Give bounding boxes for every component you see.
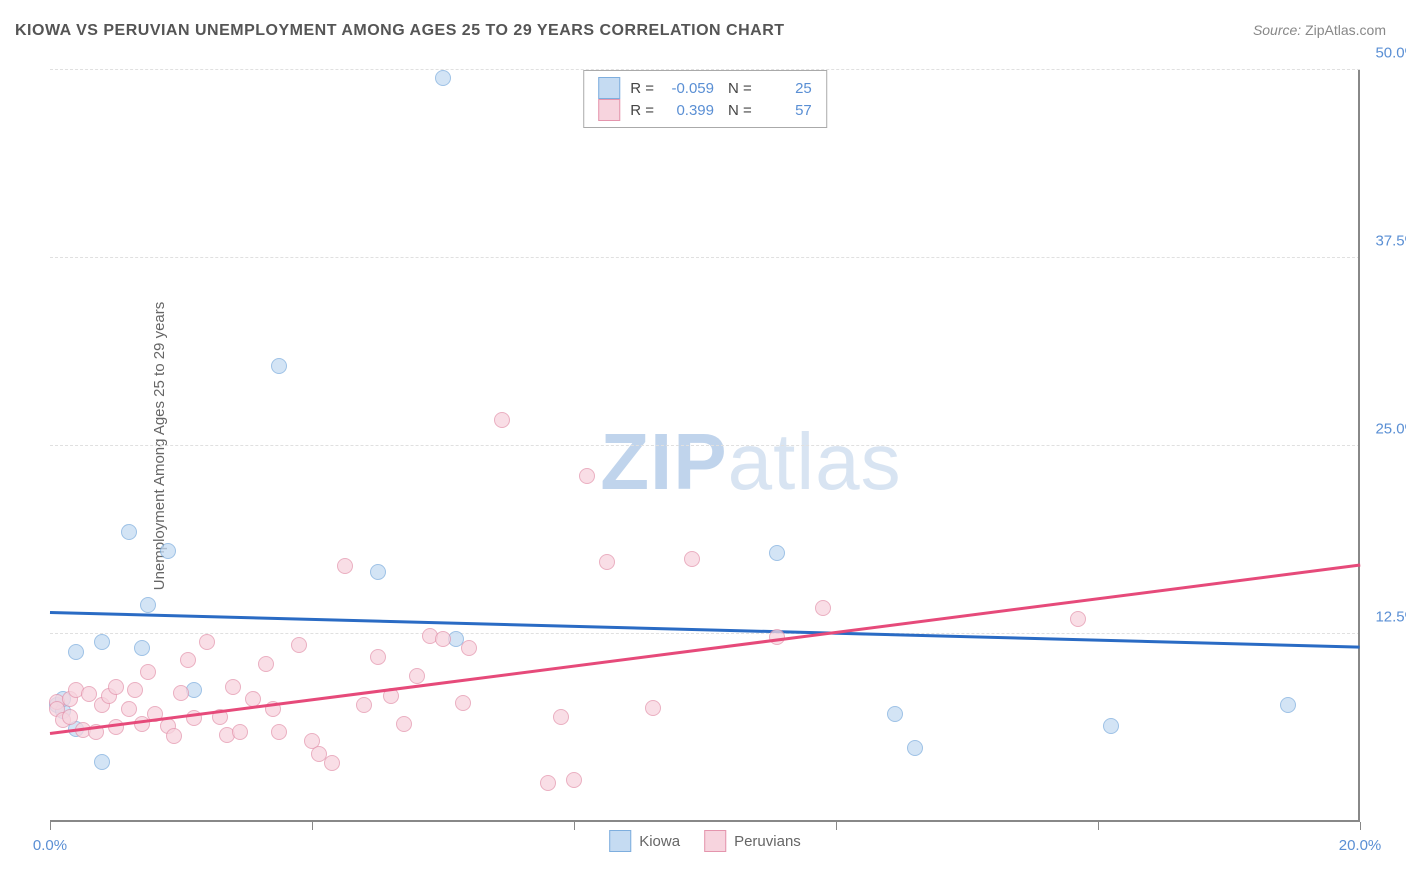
scatter-point-kiowa — [370, 564, 386, 580]
legend-stats-row: R = -0.059 N = 25 — [598, 77, 812, 99]
scatter-point-peruvians — [180, 652, 196, 668]
scatter-point-kiowa — [1280, 697, 1296, 713]
scatter-point-peruvians — [140, 664, 156, 680]
legend-series-label: Peruvians — [734, 833, 801, 850]
scatter-point-peruvians — [579, 468, 595, 484]
legend-r-label: R = — [630, 80, 654, 97]
legend-r-label: R = — [630, 102, 654, 119]
scatter-point-peruvians — [815, 600, 831, 616]
scatter-point-peruvians — [173, 685, 189, 701]
y-axis-line — [1358, 70, 1360, 822]
y-tick-label: 25.0% — [1375, 421, 1406, 438]
scatter-point-peruvians — [461, 640, 477, 656]
scatter-point-peruvians — [599, 554, 615, 570]
y-tick-label: 37.5% — [1375, 233, 1406, 250]
scatter-point-kiowa — [1103, 718, 1119, 734]
legend-n-label: N = — [728, 80, 752, 97]
legend-series: Kiowa Peruvians — [609, 830, 801, 852]
scatter-point-kiowa — [94, 754, 110, 770]
scatter-point-peruvians — [370, 649, 386, 665]
plot-area: ZIPatlas 12.5%25.0%37.5%50.0%0.0%20.0%R … — [50, 70, 1360, 822]
scatter-point-peruvians — [121, 701, 137, 717]
legend-n-value: 57 — [762, 102, 812, 119]
legend-stats: R = -0.059 N = 25 R = 0.399 N = 57 — [583, 70, 827, 128]
legend-swatch-kiowa — [609, 830, 631, 852]
scatter-point-kiowa — [160, 543, 176, 559]
x-tick — [574, 822, 575, 830]
legend-swatch-kiowa — [598, 77, 620, 99]
scatter-point-peruvians — [566, 772, 582, 788]
scatter-point-peruvians — [324, 755, 340, 771]
scatter-point-peruvians — [232, 724, 248, 740]
scatter-point-peruvians — [409, 668, 425, 684]
grid-line — [50, 445, 1360, 446]
scatter-point-peruvians — [435, 631, 451, 647]
scatter-point-kiowa — [68, 644, 84, 660]
watermark-light: atlas — [728, 417, 902, 506]
chart-container: KIOWA VS PERUVIAN UNEMPLOYMENT AMONG AGE… — [0, 0, 1406, 892]
scatter-point-kiowa — [140, 597, 156, 613]
scatter-point-peruvians — [645, 700, 661, 716]
scatter-point-peruvians — [225, 679, 241, 695]
x-tick — [1098, 822, 1099, 830]
scatter-point-peruvians — [291, 637, 307, 653]
scatter-point-peruvians — [108, 679, 124, 695]
scatter-point-kiowa — [907, 740, 923, 756]
legend-swatch-peruvians — [704, 830, 726, 852]
scatter-point-peruvians — [166, 728, 182, 744]
legend-swatch-peruvians — [598, 99, 620, 121]
legend-n-label: N = — [728, 102, 752, 119]
source-attribution: Source: ZipAtlas.com — [1253, 22, 1386, 38]
watermark-bold: ZIP — [600, 417, 727, 506]
scatter-point-peruvians — [396, 716, 412, 732]
legend-n-value: 25 — [762, 80, 812, 97]
scatter-point-peruvians — [199, 634, 215, 650]
trend-line-peruvians — [50, 563, 1360, 734]
source-label: Source: — [1253, 22, 1301, 38]
y-tick-label: 50.0% — [1375, 45, 1406, 62]
x-tick — [836, 822, 837, 830]
x-tick — [312, 822, 313, 830]
scatter-point-peruvians — [337, 558, 353, 574]
legend-r-value: -0.059 — [664, 80, 714, 97]
scatter-point-kiowa — [94, 634, 110, 650]
legend-series-label: Kiowa — [639, 833, 680, 850]
y-tick-label: 12.5% — [1375, 609, 1406, 626]
trend-line-kiowa — [50, 611, 1360, 649]
scatter-point-peruvians — [258, 656, 274, 672]
source-value: ZipAtlas.com — [1305, 22, 1386, 38]
scatter-point-peruvians — [356, 697, 372, 713]
scatter-point-peruvians — [540, 775, 556, 791]
scatter-point-kiowa — [121, 524, 137, 540]
scatter-point-peruvians — [1070, 611, 1086, 627]
x-tick — [1360, 822, 1361, 830]
x-tick-label: 0.0% — [33, 837, 67, 854]
scatter-point-peruvians — [127, 682, 143, 698]
chart-title: KIOWA VS PERUVIAN UNEMPLOYMENT AMONG AGE… — [15, 22, 785, 40]
legend-r-value: 0.399 — [664, 102, 714, 119]
legend-series-item: Peruvians — [704, 830, 801, 852]
scatter-point-peruvians — [684, 551, 700, 567]
scatter-point-kiowa — [134, 640, 150, 656]
scatter-point-kiowa — [271, 358, 287, 374]
x-tick-label: 20.0% — [1339, 837, 1382, 854]
watermark: ZIPatlas — [600, 416, 901, 508]
scatter-point-peruvians — [62, 709, 78, 725]
scatter-point-peruvians — [553, 709, 569, 725]
x-tick — [50, 822, 51, 830]
legend-series-item: Kiowa — [609, 830, 680, 852]
scatter-point-peruvians — [455, 695, 471, 711]
scatter-point-kiowa — [435, 70, 451, 86]
scatter-point-peruvians — [494, 412, 510, 428]
scatter-point-kiowa — [887, 706, 903, 722]
legend-stats-row: R = 0.399 N = 57 — [598, 99, 812, 121]
x-axis-line — [50, 820, 1360, 822]
scatter-point-peruvians — [271, 724, 287, 740]
grid-line — [50, 257, 1360, 258]
scatter-point-kiowa — [769, 545, 785, 561]
grid-line — [50, 633, 1360, 634]
